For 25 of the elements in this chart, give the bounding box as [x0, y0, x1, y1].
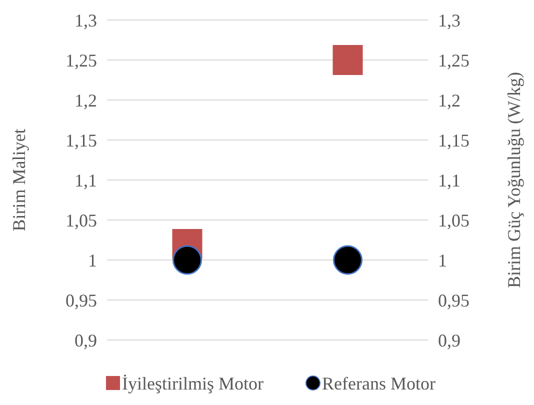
y-tick-label: 1,3 [74, 10, 97, 30]
point [332, 45, 363, 75]
y2-tick-label: 0,9 [438, 330, 460, 350]
y2-axis-title: Birim Güç Yoğunluğu (W/kg) [504, 72, 524, 288]
point [333, 245, 362, 275]
y2-tick-label: 1,1 [438, 170, 460, 190]
y-tick-label: 0,9 [74, 330, 97, 350]
y-tick-label: 0,95 [66, 290, 97, 310]
point [172, 245, 202, 275]
y-tick-label: 1,05 [66, 210, 97, 230]
y2-tick-label: 1 [438, 250, 447, 270]
y-axis-title: Birim Maliyet [9, 128, 29, 232]
y-tick-label: 1 [88, 250, 97, 270]
y2-tick-label: 1,05 [438, 210, 470, 230]
y2-tick-label: 0,95 [438, 290, 470, 310]
y2-tick-label: 1,2 [438, 90, 460, 110]
legend-label: İyileştirilmiş Motor [122, 373, 264, 394]
y2-tick-label: 1,15 [438, 130, 470, 150]
legend-label: Referans Motor [322, 373, 436, 394]
y-tick-label: 1,2 [74, 90, 97, 110]
y2-tick-label: 1,25 [438, 50, 470, 70]
y-tick-label: 1,25 [66, 50, 97, 70]
y2-tick-label: 1,3 [438, 10, 460, 30]
y-tick-label: 1,15 [66, 130, 97, 150]
y-tick-label: 1,1 [74, 170, 97, 190]
